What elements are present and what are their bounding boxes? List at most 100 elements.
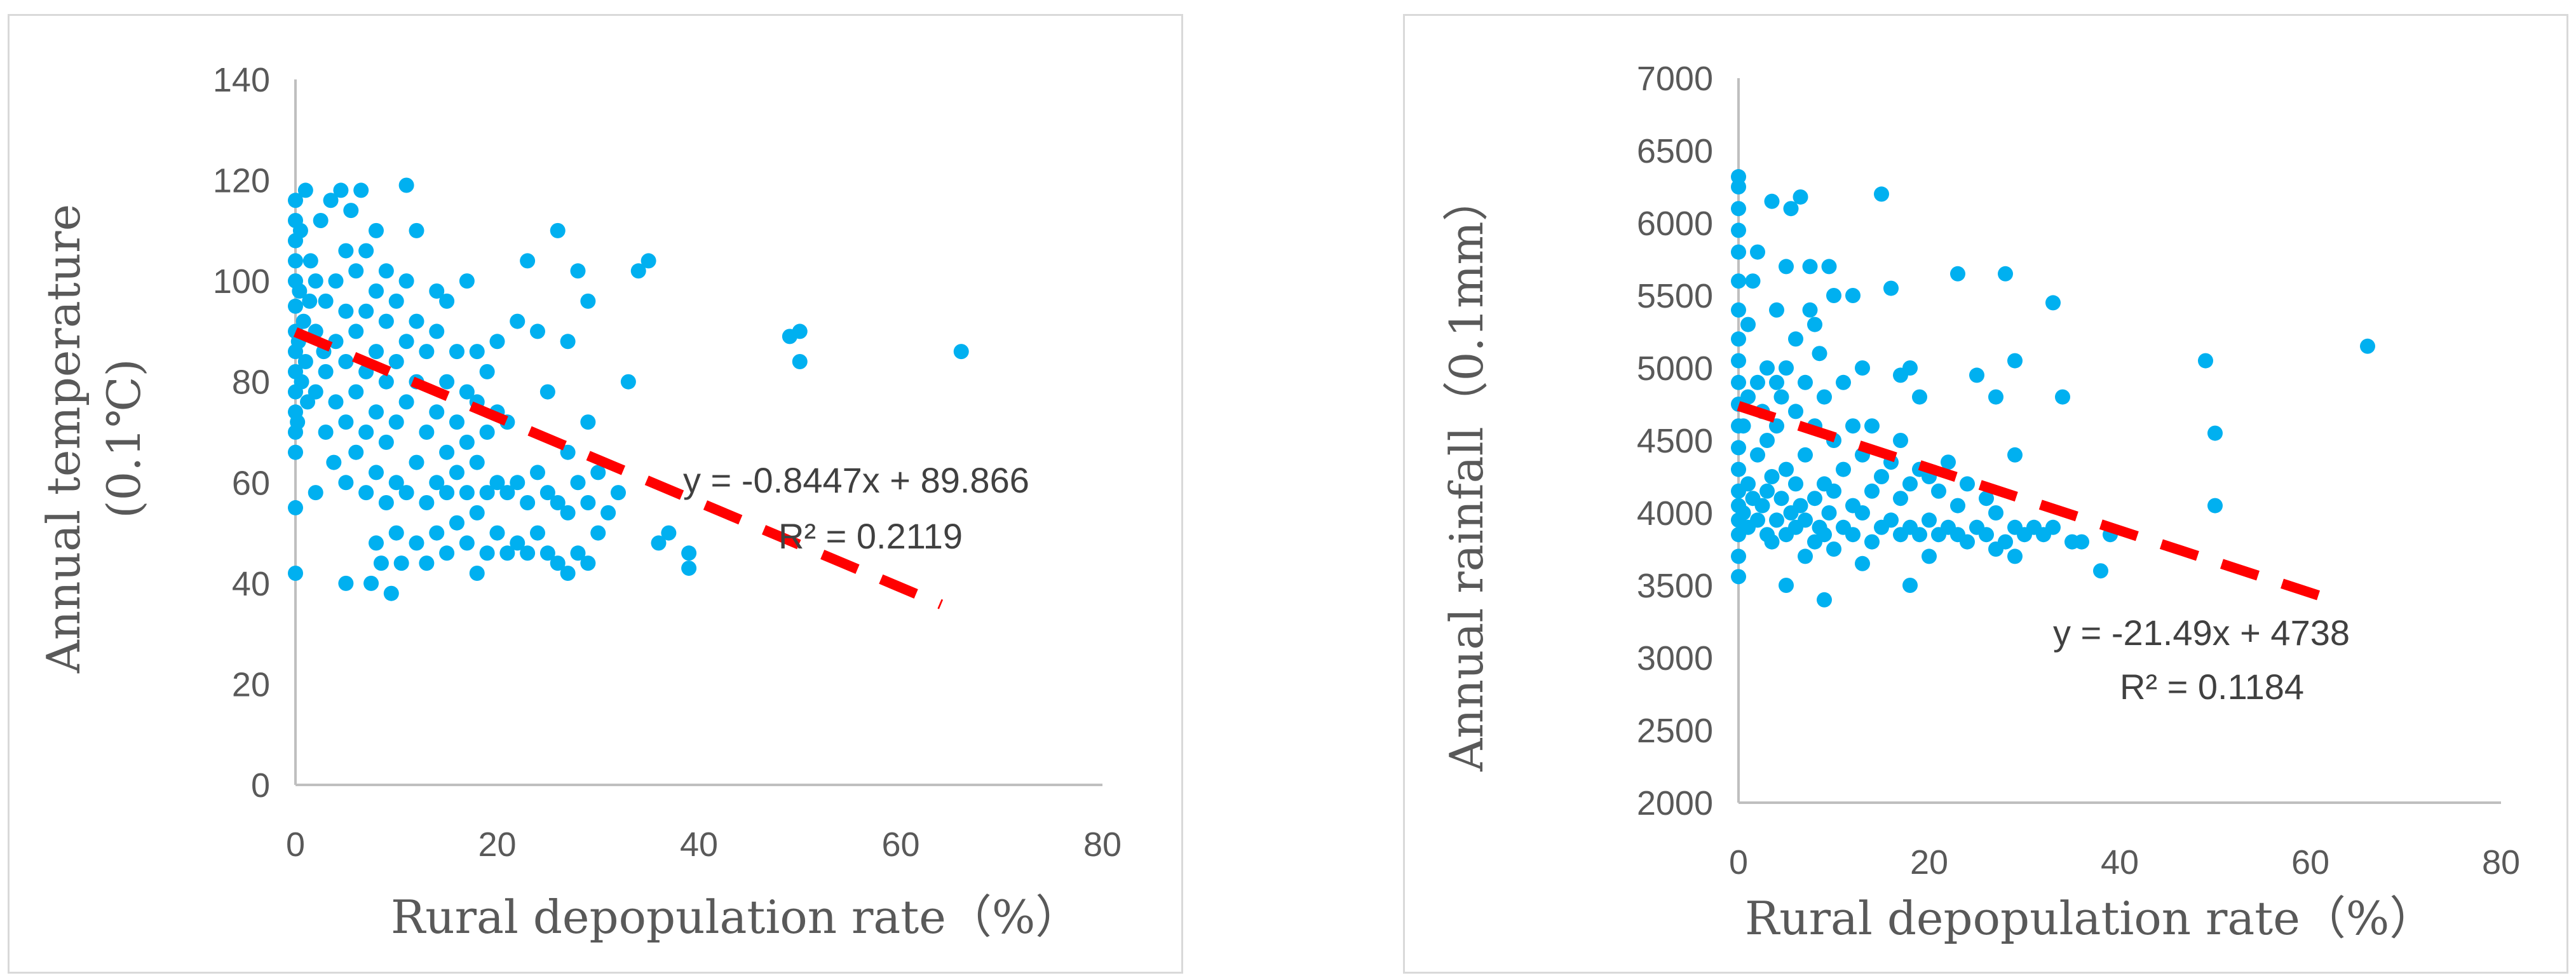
- right-data-point: [1754, 498, 1770, 514]
- right-data-point: [2207, 498, 2223, 514]
- right-y-tick-label: 4500: [1637, 422, 1713, 460]
- right-y-tick-label: 5500: [1637, 277, 1713, 315]
- right-data-point: [1798, 548, 1813, 564]
- right-data-point: [1740, 476, 1756, 492]
- left-data-point: [449, 515, 464, 531]
- left-data-point: [479, 425, 495, 440]
- right-data-point: [1750, 244, 1765, 260]
- left-data-point: [419, 425, 435, 440]
- left-data-point: [641, 253, 656, 269]
- right-data-point: [2360, 338, 2375, 354]
- left-y-tick-label: 40: [232, 565, 270, 603]
- left-data-point: [570, 475, 586, 491]
- right-data-point: [1883, 512, 1899, 528]
- left-data-point: [560, 444, 576, 460]
- right-data-point: [1979, 491, 1994, 507]
- left-data-point: [398, 485, 414, 501]
- right-data-point: [1988, 505, 2003, 521]
- left-data-point: [489, 475, 505, 491]
- right-data-point: [1798, 447, 1813, 463]
- left-data-point: [429, 525, 445, 541]
- left-data-point: [388, 293, 404, 309]
- right-data-point: [1807, 316, 1822, 332]
- right-data-point: [1855, 360, 1870, 376]
- left-data-point: [338, 243, 354, 259]
- left-data-point: [419, 495, 435, 510]
- left-data-point: [378, 313, 394, 329]
- right-data-point: [1788, 404, 1803, 419]
- right-data-point: [1779, 578, 1794, 593]
- left-data-point: [580, 495, 596, 510]
- right-data-point: [1826, 483, 1841, 499]
- left-data-point: [294, 374, 309, 390]
- left-data-point: [302, 293, 318, 309]
- right-data-point: [1817, 592, 1832, 608]
- right-data-point: [1864, 418, 1880, 434]
- right-data-point: [1817, 389, 1832, 405]
- left-data-point: [358, 243, 374, 259]
- right-data-point: [1912, 389, 1927, 405]
- right-data-point: [1845, 418, 1861, 434]
- left-data-point: [297, 354, 313, 369]
- right-data-point: [1836, 374, 1851, 390]
- left-data-point: [429, 475, 445, 491]
- right-y-tick-label: 2000: [1637, 784, 1713, 822]
- left-data-point: [338, 414, 354, 430]
- right-data-point: [1731, 201, 1746, 217]
- right-data-point: [1773, 389, 1789, 405]
- right-data-point: [1769, 302, 1784, 318]
- right-y-tick-label: 2500: [1637, 712, 1713, 750]
- right-data-point: [1960, 476, 1975, 492]
- right-data-point: [1731, 244, 1746, 260]
- left-y-tick-label: 120: [213, 162, 270, 200]
- temperature-trend-r2: R² = 0.2119: [778, 516, 963, 556]
- left-data-point: [459, 434, 475, 450]
- left-data-point: [295, 313, 311, 329]
- left-data-point: [378, 495, 394, 510]
- temperature-y-axis-title: Annual temperature: [37, 204, 90, 674]
- left-data-point: [409, 222, 424, 238]
- left-data-point: [439, 293, 455, 309]
- right-data-point: [1855, 555, 1870, 571]
- left-data-point: [383, 585, 399, 601]
- left-data-point: [308, 273, 323, 289]
- right-data-point: [1969, 367, 1984, 383]
- left-data-point: [393, 555, 409, 571]
- right-data-point: [1979, 527, 1994, 543]
- left-data-point: [318, 293, 334, 309]
- left-data-point: [510, 475, 525, 491]
- left-data-point: [489, 525, 505, 541]
- left-data-point: [681, 545, 697, 561]
- left-x-tick-label: 80: [1083, 826, 1122, 864]
- right-data-point: [1769, 374, 1784, 390]
- left-data-point: [630, 263, 646, 279]
- right-data-point: [1802, 302, 1818, 318]
- left-data-point: [570, 263, 586, 279]
- left-data-point: [343, 203, 359, 219]
- right-data-point: [1902, 578, 1918, 593]
- right-data-point: [1764, 534, 1780, 550]
- right-data-point: [1826, 288, 1841, 303]
- left-data-point: [409, 535, 424, 551]
- left-data-point: [338, 303, 354, 319]
- right-data-point: [1764, 193, 1780, 209]
- right-data-point: [1883, 280, 1899, 296]
- left-data-point: [469, 505, 485, 521]
- left-data-point: [429, 404, 445, 420]
- left-data-point: [459, 384, 475, 400]
- left-data-point: [681, 561, 697, 576]
- left-data-point: [290, 414, 306, 430]
- left-data-point: [459, 535, 475, 551]
- rainfall-trend-equation: y = -21.49x + 4738: [2053, 613, 2350, 653]
- right-data-point: [1788, 331, 1803, 347]
- right-data-point: [1750, 447, 1765, 463]
- left-data-point: [326, 454, 342, 470]
- right-data-point: [1731, 353, 1746, 369]
- right-x-tick-label: 80: [2482, 843, 2520, 881]
- left-data-point: [590, 525, 606, 541]
- left-data-point: [398, 334, 414, 350]
- left-data-point: [520, 253, 536, 269]
- right-data-point: [2093, 563, 2108, 579]
- right-data-point: [1773, 491, 1789, 507]
- right-data-point: [1874, 469, 1889, 484]
